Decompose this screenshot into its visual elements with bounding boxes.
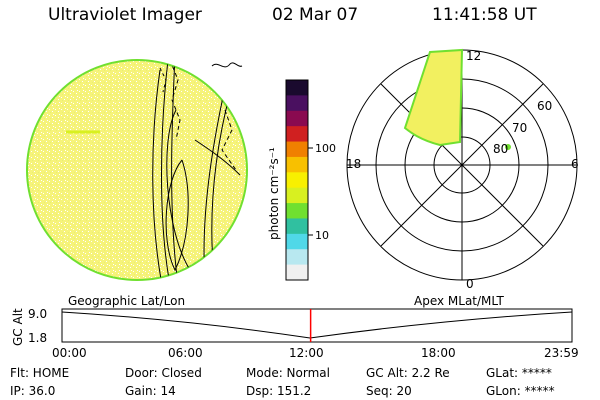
color-bar-band [286, 218, 308, 235]
color-bar-band [286, 249, 308, 266]
time-label: 11:41:58 UT [432, 5, 537, 25]
earth-disk-image [26, 59, 248, 281]
color-bar-tick-100: 100 [315, 142, 336, 155]
mlt-label-12: 12 [466, 49, 481, 63]
color-bar-band [286, 156, 308, 173]
color-bar-band [286, 126, 308, 143]
mlt-label-0: 0 [466, 277, 474, 291]
mlt-label-18: 18 [346, 157, 361, 171]
mlt-label-6: 6 [571, 157, 579, 171]
instrument-title: Ultraviolet Imager [48, 5, 202, 25]
x-tick-2359: 23:59 [544, 346, 579, 360]
status-glon: GLon: ***** [486, 384, 555, 398]
lat-label-80: 80 [493, 142, 508, 156]
x-tick-1800: 18:00 [421, 346, 456, 360]
status-gain: Gain: 14 [125, 384, 176, 398]
color-bar [286, 80, 308, 281]
status-door: Door: Closed [125, 366, 202, 380]
timeline-axis-title: GC Alt [11, 308, 25, 346]
auroral-oval [403, 48, 464, 147]
status-dsp: Dsp: 151.2 [246, 384, 312, 398]
lat-label-60: 60 [537, 99, 552, 113]
x-tick-0600: 06:00 [168, 346, 203, 360]
status-seq: Seq: 20 [366, 384, 412, 398]
status-flt: Flt: HOME [10, 366, 70, 380]
color-bar-frame [285, 79, 309, 281]
lat-label-70: 70 [512, 121, 527, 135]
color-bar-band [286, 141, 308, 158]
earth-disk [26, 59, 248, 281]
timeline-left-label: Geographic Lat/Lon [68, 294, 185, 308]
color-bar-band [286, 80, 308, 96]
x-tick-1200: 12:00 [289, 346, 324, 360]
color-bar-band [286, 187, 308, 204]
color-bar-band [286, 203, 308, 219]
auroral-spot [505, 144, 511, 150]
x-tick-0000: 00:00 [52, 346, 87, 360]
date-label: 02 Mar 07 [272, 5, 359, 25]
color-bar-tick-10: 10 [315, 229, 329, 242]
y-tick-1: 1.8 [28, 331, 47, 345]
timeline-frame [61, 308, 573, 343]
polar-plot [346, 49, 578, 281]
status-ip: IP: 36.0 [10, 384, 56, 398]
color-bar-band [286, 264, 308, 281]
color-bar-band [286, 172, 308, 189]
altitude-curve [61, 311, 573, 339]
color-bar-label: photon cm⁻²s⁻¹ [267, 147, 281, 240]
status-mode: Mode: Normal [246, 366, 330, 380]
color-bar-band [286, 95, 308, 112]
color-bar-band [286, 110, 308, 127]
status-glat: GLat: ***** [486, 366, 552, 380]
timeline-right-label: Apex MLat/MLT [414, 294, 504, 308]
color-bar-band [286, 233, 308, 250]
y-tick-9: 9.0 [28, 307, 47, 321]
status-gc-alt: GC Alt: 2.2 Re [366, 366, 450, 380]
